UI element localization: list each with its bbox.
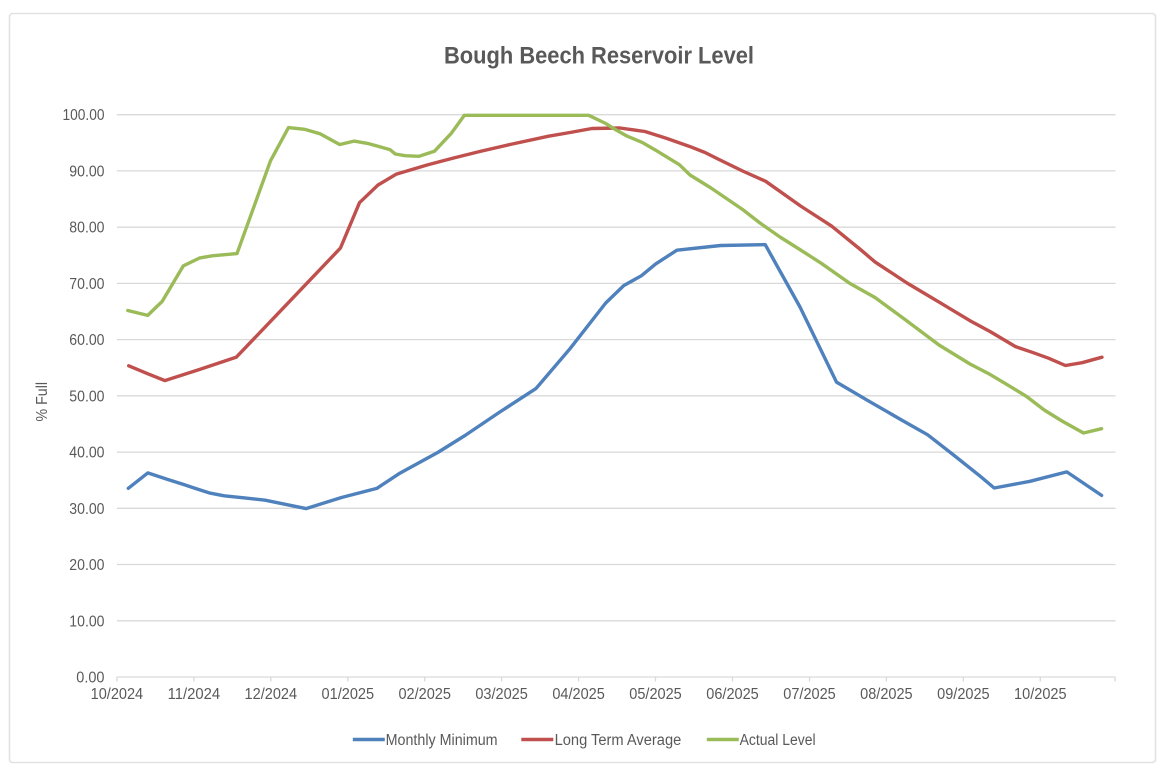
svg-text:Long Term Average: Long Term Average <box>555 732 682 749</box>
svg-text:10.00: 10.00 <box>69 613 105 630</box>
svg-text:100.00: 100.00 <box>63 107 105 124</box>
svg-text:0.00: 0.00 <box>76 670 105 687</box>
svg-text:60.00: 60.00 <box>69 332 105 349</box>
svg-text:12/2024: 12/2024 <box>245 686 298 703</box>
svg-text:06/2025: 06/2025 <box>706 686 759 703</box>
svg-text:02/2025: 02/2025 <box>398 686 451 703</box>
svg-text:Bough Beech Reservoir Level: Bough Beech Reservoir Level <box>444 43 754 70</box>
svg-text:11/2024: 11/2024 <box>168 686 221 703</box>
svg-text:90.00: 90.00 <box>69 163 105 180</box>
svg-text:03/2025: 03/2025 <box>475 686 528 703</box>
svg-text:05/2025: 05/2025 <box>629 686 682 703</box>
svg-text:20.00: 20.00 <box>69 557 105 574</box>
svg-text:70.00: 70.00 <box>69 276 105 293</box>
svg-text:40.00: 40.00 <box>69 445 105 462</box>
svg-text:80.00: 80.00 <box>69 220 105 237</box>
svg-text:% Full: % Full <box>34 382 51 422</box>
svg-text:Monthly Minimum: Monthly Minimum <box>386 732 498 749</box>
svg-text:10/2025: 10/2025 <box>1014 686 1067 703</box>
svg-text:30.00: 30.00 <box>69 501 105 518</box>
svg-text:01/2025: 01/2025 <box>322 686 375 703</box>
svg-text:08/2025: 08/2025 <box>860 686 913 703</box>
svg-text:04/2025: 04/2025 <box>552 686 605 703</box>
svg-text:10/2024: 10/2024 <box>91 686 144 703</box>
svg-text:Actual Level: Actual Level <box>740 732 816 749</box>
svg-text:50.00: 50.00 <box>69 388 105 405</box>
svg-text:09/2025: 09/2025 <box>937 686 990 703</box>
svg-text:07/2025: 07/2025 <box>783 686 836 703</box>
